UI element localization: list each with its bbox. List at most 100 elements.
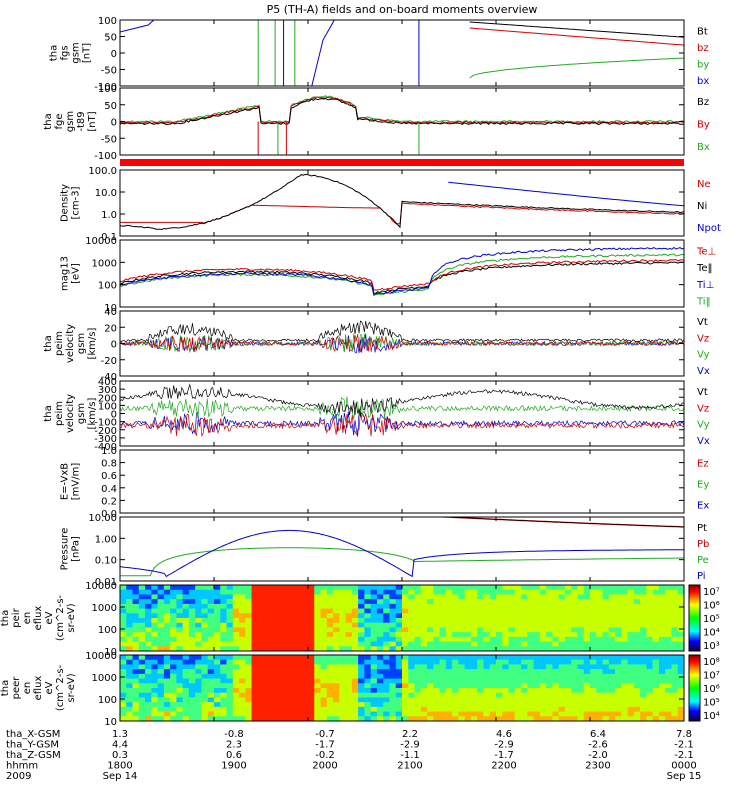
spectrogram-cell	[182, 711, 190, 717]
spectrogram-cell	[677, 692, 684, 699]
spectrogram-cell	[577, 613, 585, 619]
spectrogram-cell	[195, 622, 203, 629]
spectrogram-cell	[314, 688, 322, 694]
spectrogram-cell	[521, 706, 528, 713]
spectrogram-cell	[157, 603, 165, 610]
spectrogram-cell	[232, 716, 240, 721]
spectrogram-cell	[458, 646, 466, 651]
spectrogram-cell	[188, 678, 196, 684]
ytick-label: 100	[98, 625, 117, 636]
spectrogram-cell	[445, 659, 453, 666]
axis-row-value: 0000	[671, 761, 696, 772]
spectrogram-cell	[414, 613, 422, 619]
spectrogram-cell	[289, 603, 297, 610]
spectrogram-cell	[358, 589, 365, 596]
spectrogram-cell	[138, 594, 146, 600]
spectrogram-cell	[239, 589, 246, 596]
spectrogram-cell	[558, 622, 566, 629]
spectrogram-cell	[251, 697, 259, 703]
spectrogram-cell	[314, 706, 322, 713]
spectrogram-cell	[358, 702, 365, 708]
spectrogram-cell	[577, 603, 585, 610]
spectrogram-cell	[389, 683, 397, 689]
spectrogram-cell	[477, 678, 485, 684]
spectrogram-cell	[621, 585, 629, 591]
spectrogram-cell	[665, 692, 673, 699]
spectrogram-cell	[251, 618, 259, 624]
series-bx	[120, 20, 155, 33]
spectrogram-cell	[502, 697, 510, 703]
spectrogram-cell	[351, 585, 359, 591]
spectrogram-cell	[408, 594, 416, 600]
spectrogram-cell	[489, 646, 497, 651]
spectrogram-cell	[295, 716, 303, 721]
spectrogram-cell	[226, 618, 234, 624]
spectrogram-cell	[583, 589, 591, 596]
spectrogram-cell	[138, 613, 146, 619]
spectrogram-cell	[439, 603, 447, 610]
spectrogram-cell	[646, 673, 654, 680]
spectrogram-cell	[163, 673, 171, 680]
spectrogram-cell	[389, 697, 397, 703]
spectrogram-cell	[245, 589, 253, 596]
spectrogram-cell	[195, 706, 203, 713]
spectrogram-cell	[590, 646, 597, 651]
spectrogram-cell	[408, 632, 416, 638]
spectrogram-cell	[264, 659, 271, 666]
spectrogram-cell	[564, 636, 572, 643]
legend-Ez: Ez	[697, 459, 709, 470]
spectrogram-cell	[427, 627, 434, 633]
spectrogram-cell	[163, 636, 171, 643]
spectrogram-cell	[658, 669, 666, 675]
spectrogram-cell	[358, 697, 365, 703]
spectrogram-cell	[351, 594, 359, 600]
spectrogram-cell	[496, 622, 503, 629]
spectrogram-cell	[527, 636, 535, 643]
spectrogram-cell	[458, 627, 466, 633]
spectrogram-cell	[176, 641, 184, 647]
series-by	[120, 96, 684, 125]
spectrogram-cell	[170, 655, 177, 661]
spectrogram-cell	[677, 716, 684, 721]
spectrogram-cell	[502, 599, 510, 605]
spectrogram-cell	[351, 659, 359, 666]
spectrogram-cell	[157, 697, 165, 703]
spectrogram-cell	[339, 618, 347, 624]
spectrogram-cell	[489, 608, 497, 614]
spectrogram-cell	[427, 641, 434, 647]
spectrogram-cell	[195, 641, 203, 647]
spectrogram-cell	[151, 711, 159, 717]
spectrogram-cell	[370, 603, 378, 610]
spectrogram-cell	[539, 683, 547, 689]
spectrogram-cell	[477, 585, 485, 591]
spectrogram-cell	[470, 673, 478, 680]
spectrogram-cell	[145, 716, 152, 721]
spectrogram-cell	[502, 678, 510, 684]
spectrogram-cell	[395, 627, 403, 633]
spectrogram-cell	[251, 659, 259, 666]
ytick-label: 0.2	[101, 496, 117, 507]
spectrogram-cell	[326, 613, 334, 619]
spectrogram-cell	[245, 613, 253, 619]
spectrogram-cell	[145, 655, 152, 661]
spectrogram-cell	[646, 599, 654, 605]
spectrogram-cell	[539, 655, 547, 661]
spectrogram-cell	[552, 636, 560, 643]
spectrogram-cell	[590, 627, 597, 633]
spectrogram-cell	[420, 603, 428, 610]
spectrogram-cell	[376, 683, 384, 689]
spectrogram-cell	[383, 659, 391, 666]
plot-area-density	[120, 173, 684, 230]
spectrogram-cell	[226, 608, 234, 614]
spectrogram-cell	[665, 683, 673, 689]
spectrogram-cell	[640, 655, 647, 661]
plot-area-temperature	[120, 246, 684, 297]
spectrogram-cell	[583, 655, 591, 661]
spectrogram-cell	[339, 716, 347, 721]
spectrogram-cell	[214, 585, 221, 591]
spectrogram-cell	[608, 646, 616, 651]
spectrogram-cell	[564, 716, 572, 721]
spectrogram-cell	[214, 711, 221, 717]
spectrogram-cell	[433, 669, 441, 675]
spectrogram-cell	[188, 594, 196, 600]
